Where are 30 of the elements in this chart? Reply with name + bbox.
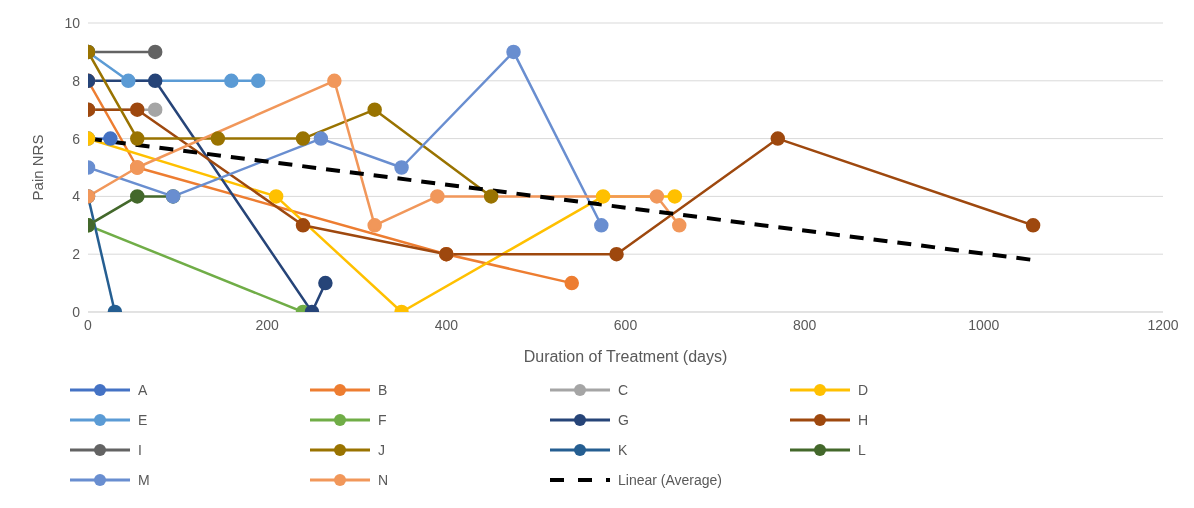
y-tick-label: 6 <box>72 130 81 147</box>
x-axis-title: Duration of Treatment (days) <box>523 348 728 365</box>
legend-label: N <box>378 472 389 488</box>
y-tick-label: 10 <box>64 14 81 31</box>
x-tick-label: 0 <box>84 316 93 333</box>
legend-label: L <box>858 442 866 458</box>
x-tick-label: 200 <box>255 316 280 333</box>
legend-label: E <box>138 412 148 428</box>
x-tick-label: 800 <box>792 316 817 333</box>
legend-label: H <box>858 412 869 428</box>
y-axis-title: Pain NRS <box>29 134 47 201</box>
legend-label: F <box>378 412 387 428</box>
legend-label: C <box>618 382 629 398</box>
y-tick-label: 2 <box>72 246 81 263</box>
x-tick-label: 400 <box>434 316 459 333</box>
legend-label: A <box>138 382 148 398</box>
y-tick-label: 0 <box>72 303 81 320</box>
x-tick-label: 1200 <box>1147 316 1179 333</box>
y-tick-label: 8 <box>72 72 81 89</box>
legend-label: G <box>618 412 629 428</box>
legend-label: Linear (Average) <box>618 472 723 488</box>
legend-label: B <box>378 382 388 398</box>
legend-label: J <box>378 442 385 458</box>
x-tick-label: 600 <box>613 316 638 333</box>
legend-label: M <box>138 472 150 488</box>
y-tick-label: 4 <box>72 188 81 205</box>
legend-label: K <box>618 442 628 458</box>
x-tick-label: 1000 <box>968 316 1000 333</box>
legend-label: I <box>138 442 142 458</box>
legend-label: D <box>858 382 869 398</box>
